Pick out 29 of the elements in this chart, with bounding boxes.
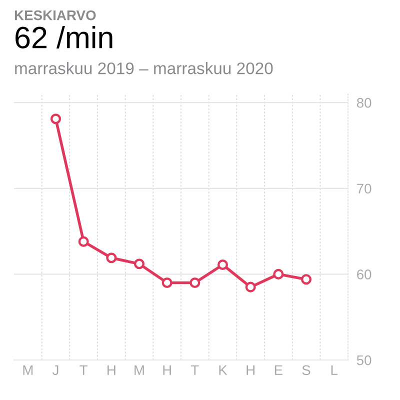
point (245, 282, 256, 292)
text: marraskuu 2019 – marraskuu 2020 (15, 62, 273, 74)
x-tick-label: T (190, 365, 199, 375)
x-tick-label: T (80, 365, 88, 375)
y-tick-label: 50 (356, 355, 372, 366)
x-tick-label: H (246, 365, 254, 375)
x-tick-label: S (302, 365, 310, 376)
point (134, 258, 145, 270)
x-tick-label: K (219, 365, 228, 375)
point (300, 274, 312, 285)
point (162, 277, 172, 288)
point (50, 114, 62, 124)
x-tick-label: J (52, 365, 58, 376)
point (273, 268, 284, 280)
y-tick-label: 80 (356, 98, 372, 108)
chart-subtitle: 62 /min (16, 26, 112, 48)
y-tick-label: 70 (357, 184, 372, 194)
point (217, 259, 228, 270)
chart-title: KESKIARVO (14, 10, 96, 20)
x-tick-label: H (163, 365, 171, 375)
x-tick-label: L (331, 365, 338, 375)
x-tick-label: M (23, 365, 33, 375)
point (190, 277, 200, 288)
point (106, 252, 117, 264)
y-tick-label: 60 (357, 270, 372, 280)
x-tick-label: E (274, 365, 282, 375)
x-tick-label: M (134, 365, 144, 375)
x-tick-label: H (108, 365, 116, 375)
point (78, 236, 89, 247)
